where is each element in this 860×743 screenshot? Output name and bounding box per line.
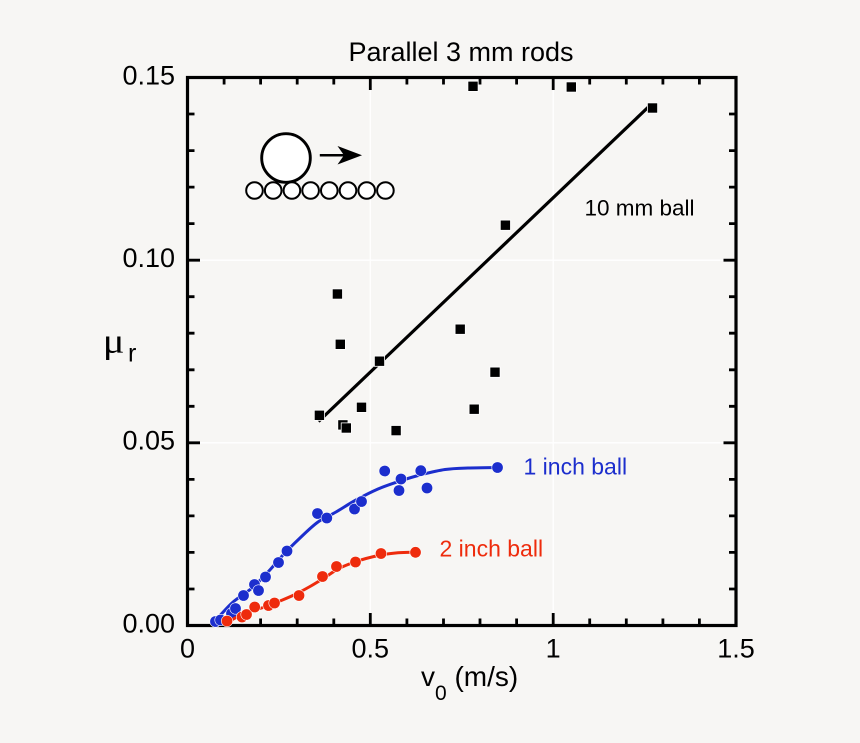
svg-text:0: 0: [180, 634, 195, 664]
svg-text:0.5: 0.5: [352, 634, 390, 664]
svg-text:r: r: [128, 340, 136, 368]
svg-text:0.05: 0.05: [122, 426, 175, 456]
svg-text:1 inch ball: 1 inch ball: [524, 454, 628, 480]
svg-text:1.5: 1.5: [717, 634, 755, 664]
svg-text:0.00: 0.00: [122, 608, 175, 638]
svg-text:0.10: 0.10: [122, 243, 175, 273]
svg-text:2 inch ball: 2 inch ball: [440, 536, 544, 562]
svg-text:10 mm ball: 10 mm ball: [585, 196, 695, 221]
svg-text:0.15: 0.15: [122, 60, 175, 90]
svg-text:1: 1: [546, 634, 561, 664]
svg-text:μ: μ: [103, 322, 125, 361]
svg-text:Parallel 3 mm rods: Parallel 3 mm rods: [348, 37, 573, 67]
